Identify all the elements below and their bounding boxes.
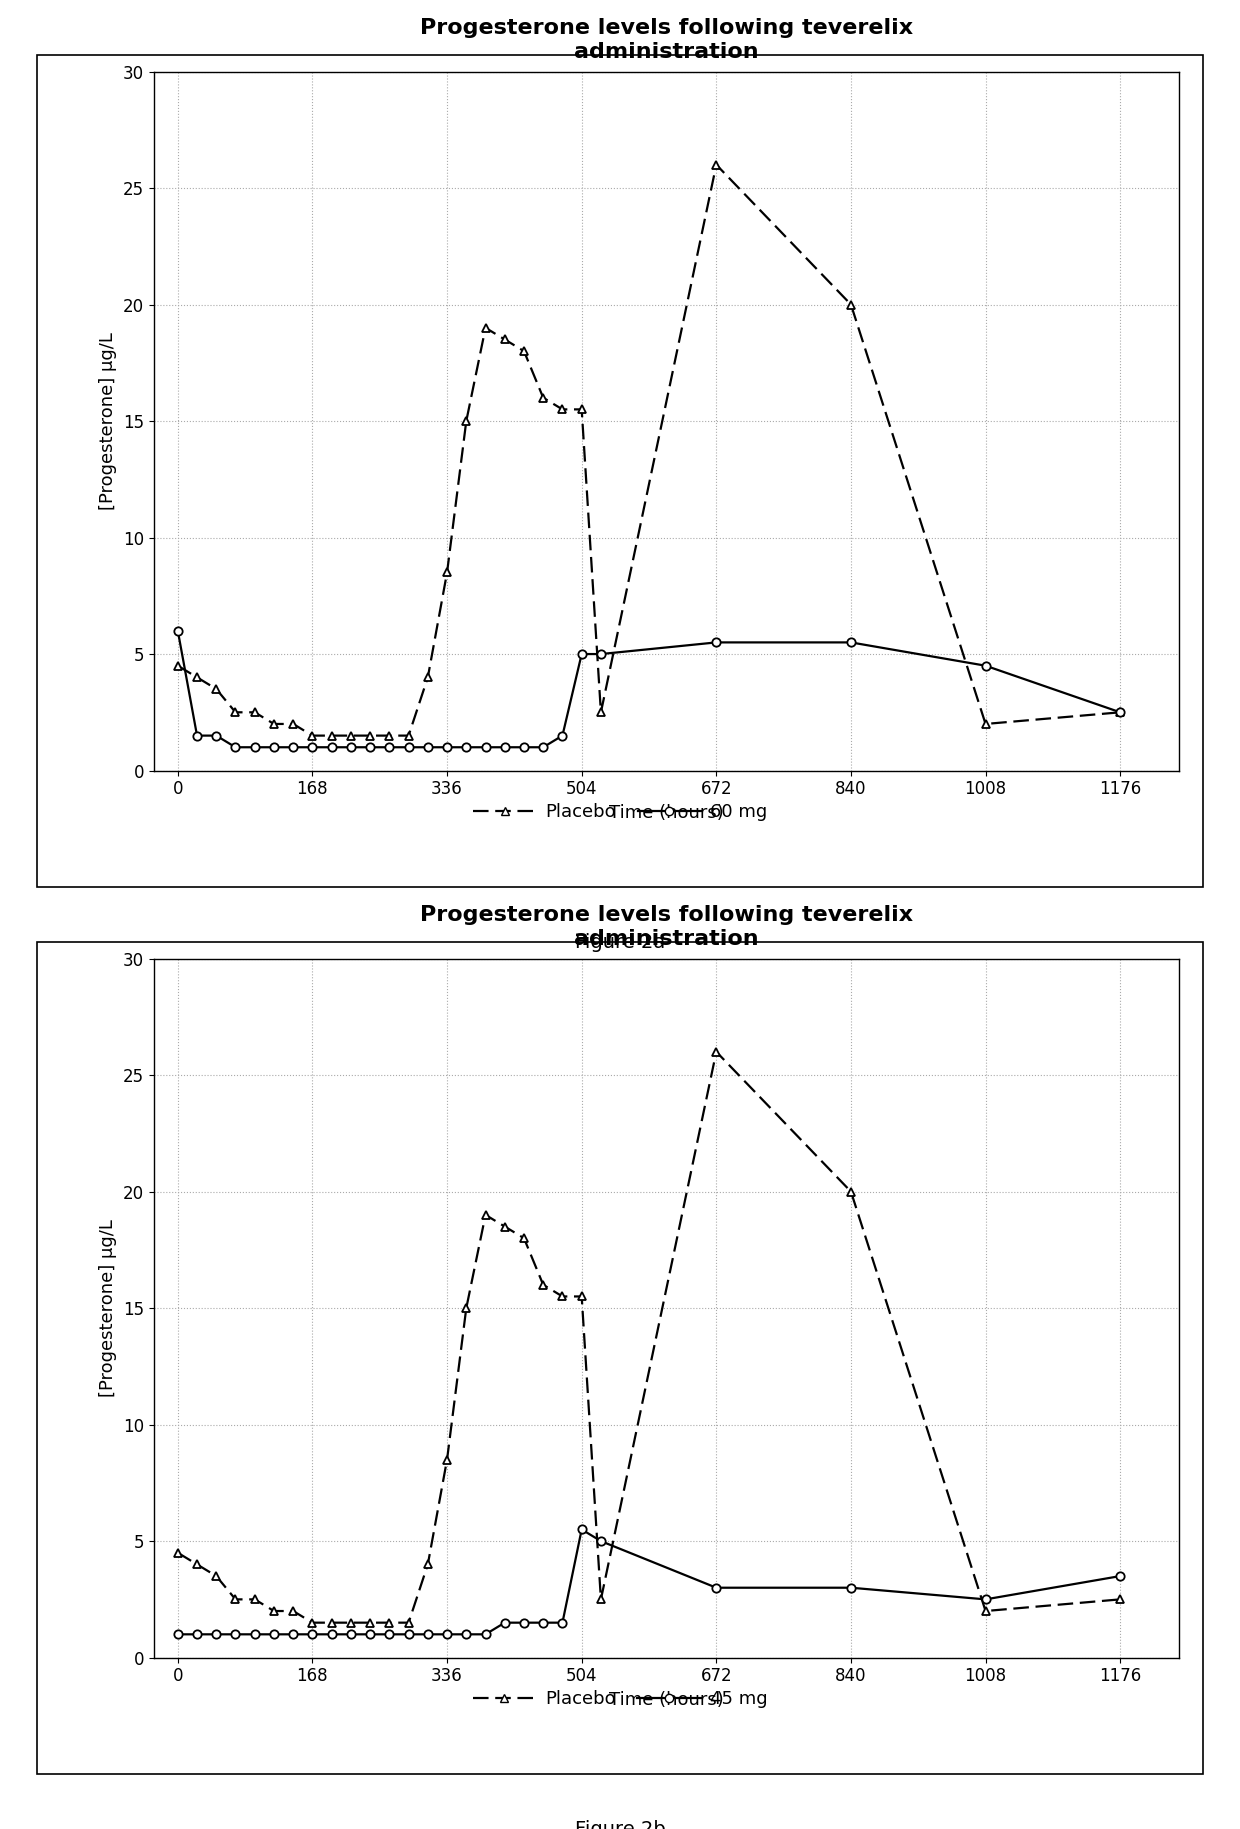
- X-axis label: Time (hours): Time (hours): [609, 1690, 724, 1708]
- Y-axis label: [Progesterone] μg/L: [Progesterone] μg/L: [99, 333, 118, 510]
- Title: Progesterone levels following teverelix
administration: Progesterone levels following teverelix …: [420, 905, 913, 949]
- X-axis label: Time (hours): Time (hours): [609, 803, 724, 821]
- Title: Progesterone levels following teverelix
administration: Progesterone levels following teverelix …: [420, 18, 913, 62]
- Text: Figure 2b: Figure 2b: [574, 1820, 666, 1829]
- Legend: Placebo, 60 mg: Placebo, 60 mg: [466, 796, 774, 829]
- Text: Figure 2a: Figure 2a: [575, 933, 665, 951]
- Y-axis label: [Progesterone] μg/L: [Progesterone] μg/L: [99, 1220, 118, 1397]
- Legend: Placebo, 45 mg: Placebo, 45 mg: [465, 1683, 775, 1716]
